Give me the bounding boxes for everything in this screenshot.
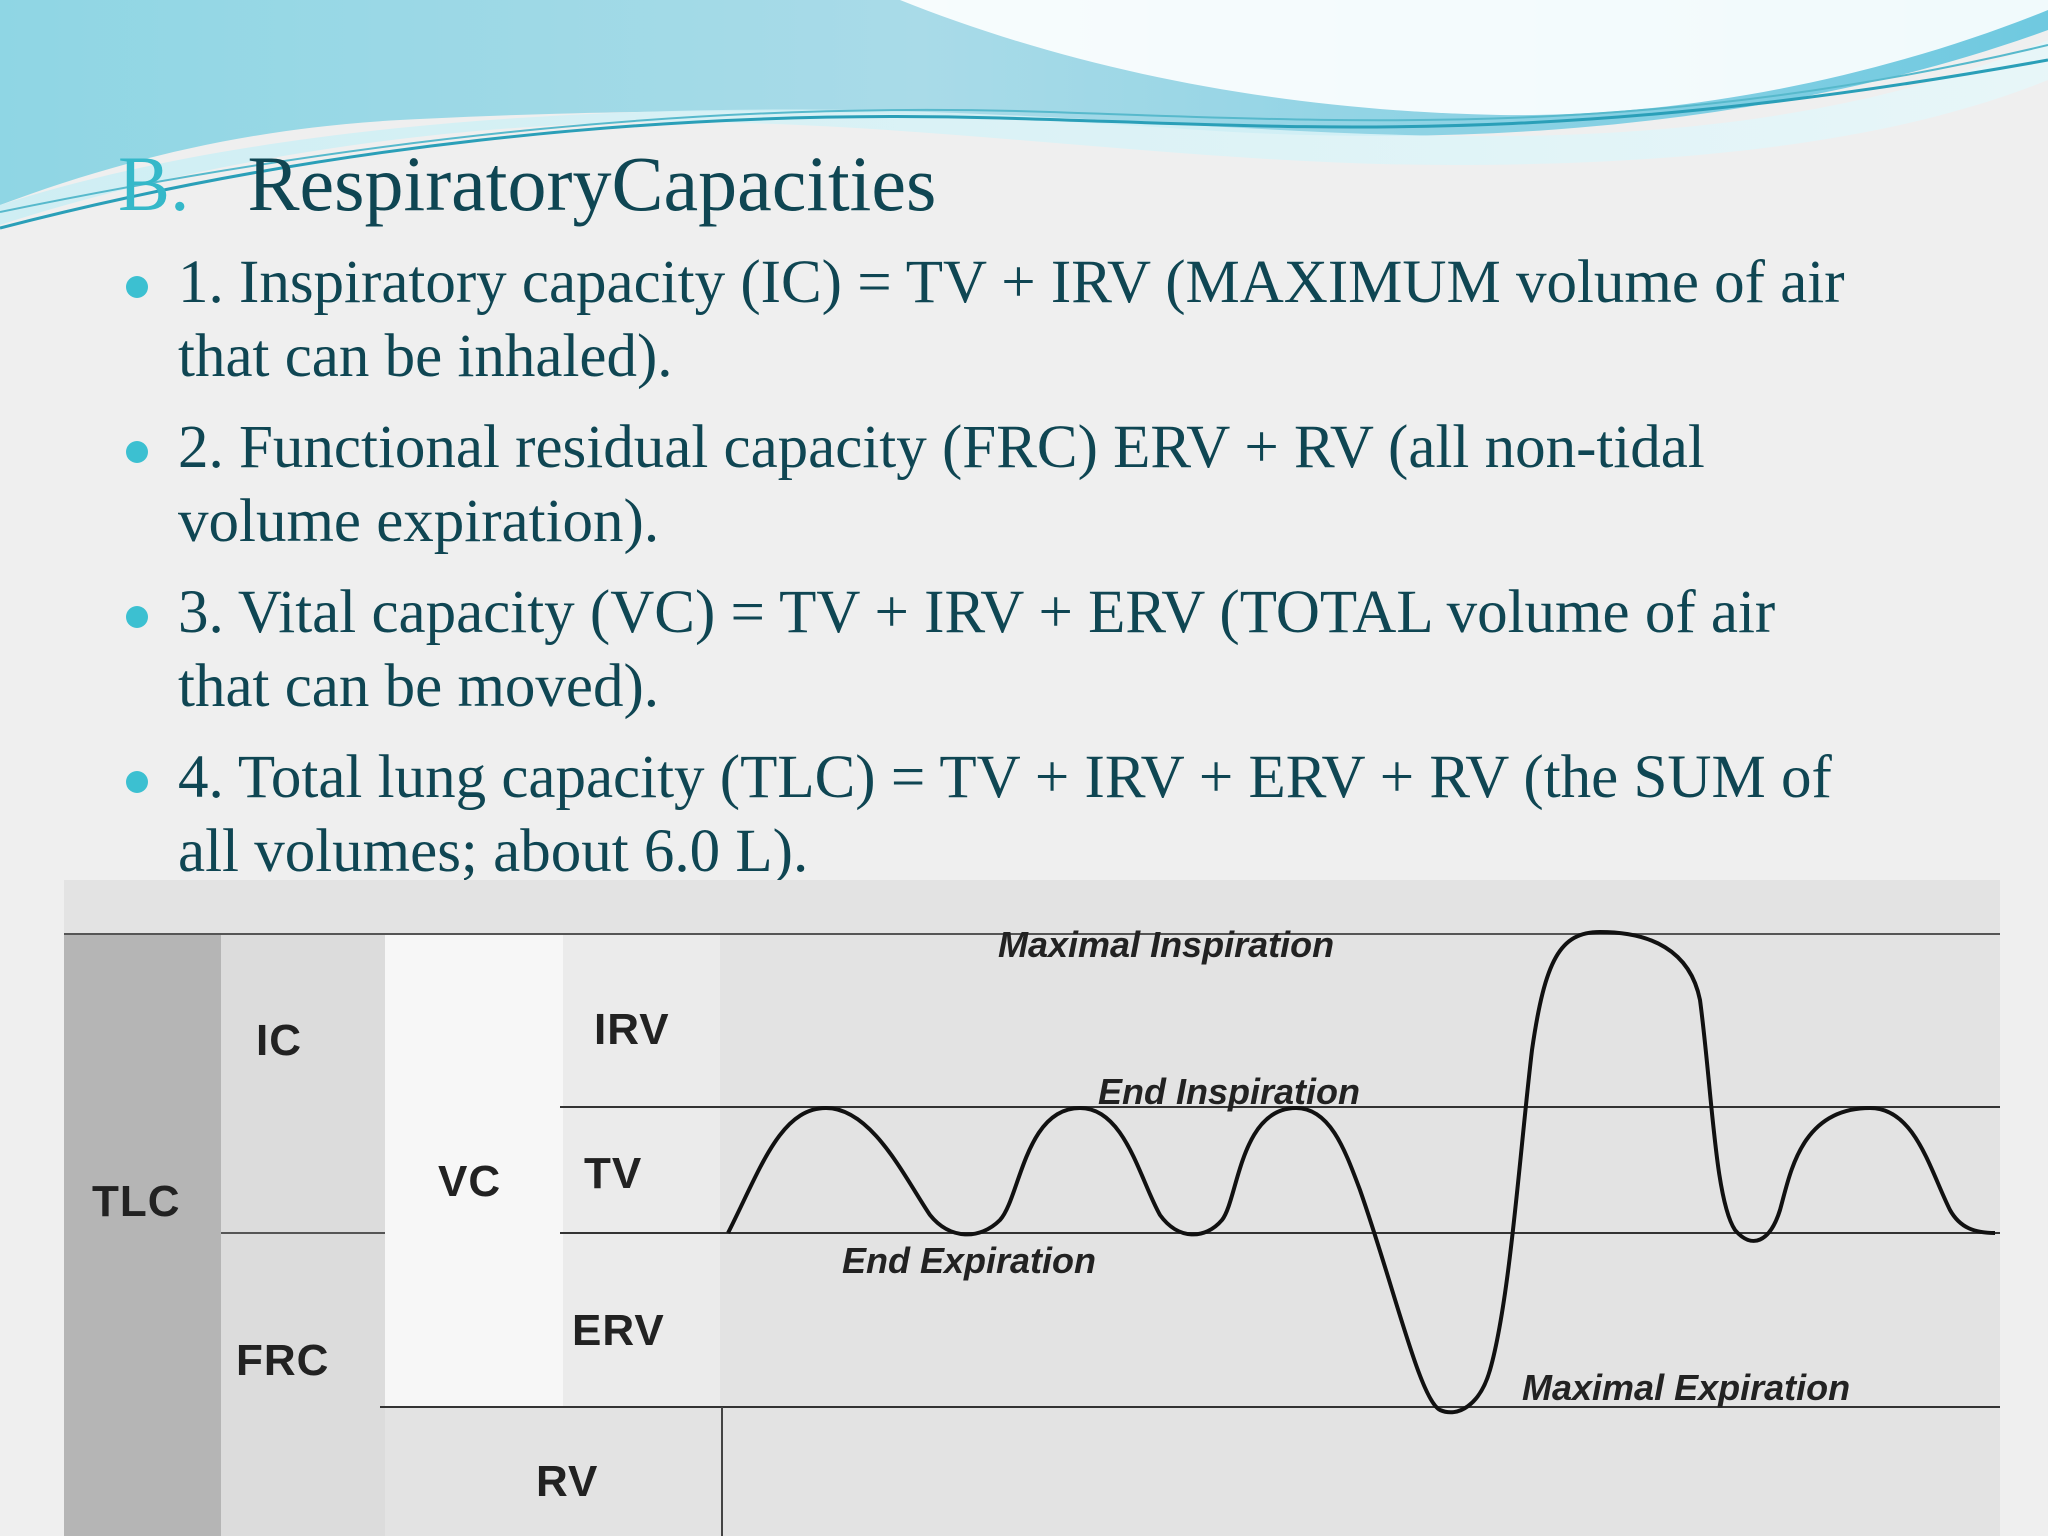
bullet-line: 4. Total lung capacity (TLC) = TV + IRV … bbox=[178, 744, 1832, 811]
vc-label: VC bbox=[438, 1157, 501, 1206]
bullet-line: volume expiration). bbox=[178, 488, 660, 555]
bullet-dot-icon bbox=[126, 771, 148, 793]
erv-label: ERV bbox=[572, 1306, 665, 1355]
tlc-label: TLC bbox=[92, 1177, 181, 1226]
heading-title: RespiratoryCapacities bbox=[247, 140, 937, 227]
wave-banner bbox=[0, 0, 2048, 230]
frc-label: FRC bbox=[236, 1336, 329, 1385]
end-inspiration-label: End Inspiration bbox=[1098, 1071, 1360, 1112]
bullet-dot-icon bbox=[126, 276, 148, 298]
lung-volume-diagram: TLC IC FRC VC IRV TV ERV RV Maximal Insp… bbox=[64, 880, 2000, 1536]
bullet-line: all volumes; about 6.0 L). bbox=[178, 818, 809, 885]
maximal-inspiration-label: Maximal Inspiration bbox=[998, 924, 1334, 965]
slide-heading: B. RespiratoryCapacities bbox=[118, 136, 936, 232]
ic-frc-column bbox=[221, 934, 385, 1536]
maximal-expiration-label: Maximal Expiration bbox=[1522, 1367, 1850, 1408]
bullet-line: 1. Inspiratory capacity (IC) = TV + IRV … bbox=[178, 249, 1845, 316]
volume-trace-line bbox=[726, 929, 1996, 1415]
ic-label: IC bbox=[256, 1016, 302, 1065]
bullet-line: 2. Functional residual capacity (FRC) ER… bbox=[178, 414, 1705, 481]
rv-label: RV bbox=[536, 1457, 598, 1506]
vc-column bbox=[385, 934, 563, 1407]
tv-label: TV bbox=[584, 1149, 642, 1198]
end-expiration-label: End Expiration bbox=[842, 1240, 1096, 1281]
irv-label: IRV bbox=[594, 1005, 670, 1054]
volume-column bbox=[563, 934, 720, 1407]
bullet-dot-icon bbox=[126, 606, 148, 628]
heading-letter: B. bbox=[118, 140, 190, 227]
tlc-column bbox=[64, 934, 221, 1536]
bullet-line: that can be moved). bbox=[178, 653, 660, 720]
bullet-dot-icon bbox=[126, 441, 148, 463]
bullet-line: 3. Vital capacity (VC) = TV + IRV + ERV … bbox=[178, 579, 1776, 646]
bullet-line: that can be inhaled). bbox=[178, 323, 673, 390]
